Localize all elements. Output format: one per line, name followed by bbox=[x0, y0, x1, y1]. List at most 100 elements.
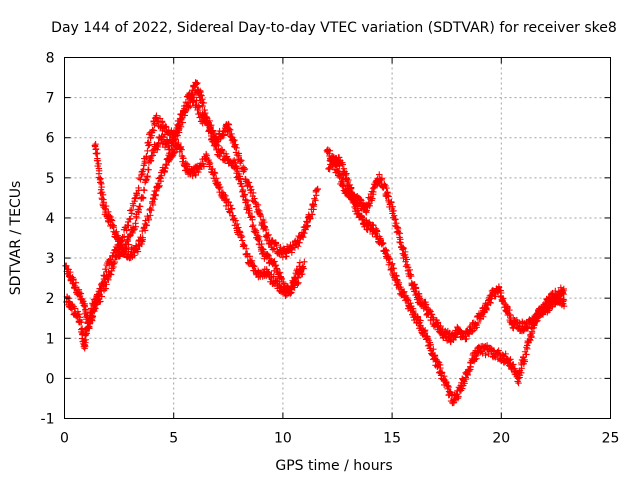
data-point bbox=[145, 142, 152, 149]
data-point bbox=[350, 191, 358, 199]
series-sat-track-4 bbox=[323, 146, 567, 346]
data-point bbox=[251, 195, 258, 202]
data-point bbox=[130, 226, 137, 234]
data-point bbox=[200, 163, 208, 170]
y-tick-label: 3 bbox=[46, 251, 55, 267]
data-point bbox=[145, 216, 153, 224]
data-point bbox=[260, 250, 267, 257]
data-point bbox=[521, 356, 528, 364]
data-point bbox=[252, 229, 260, 236]
data-point bbox=[383, 247, 390, 254]
data-point bbox=[468, 328, 476, 336]
x-tick-label: 5 bbox=[169, 431, 178, 447]
data-point bbox=[295, 279, 302, 287]
data-point bbox=[243, 197, 250, 205]
data-point bbox=[502, 350, 509, 358]
data-point bbox=[174, 132, 181, 139]
data-point bbox=[430, 345, 437, 353]
data-point bbox=[296, 259, 304, 266]
data-point bbox=[199, 111, 206, 118]
data-point bbox=[103, 281, 110, 288]
data-point bbox=[152, 191, 159, 198]
data-point bbox=[231, 159, 239, 166]
data-point bbox=[294, 268, 302, 276]
data-point bbox=[127, 207, 134, 214]
data-point bbox=[220, 191, 228, 198]
data-point bbox=[250, 221, 257, 229]
data-point bbox=[531, 321, 538, 329]
data-point bbox=[335, 154, 343, 161]
data-point bbox=[400, 288, 407, 296]
data-point bbox=[94, 149, 101, 157]
data-point bbox=[117, 239, 124, 246]
data-point bbox=[87, 313, 95, 321]
data-point bbox=[141, 187, 148, 194]
data-point bbox=[296, 239, 303, 246]
data-point bbox=[300, 265, 307, 272]
data-point bbox=[258, 240, 265, 248]
data-point bbox=[211, 169, 218, 176]
data-point bbox=[143, 154, 150, 161]
data-point bbox=[307, 215, 314, 222]
data-point bbox=[237, 158, 244, 165]
data-point bbox=[139, 194, 147, 202]
y-tick-label: 0 bbox=[46, 371, 55, 387]
data-point bbox=[133, 214, 140, 222]
data-point bbox=[483, 304, 490, 312]
data-point bbox=[383, 184, 390, 192]
data-point bbox=[150, 127, 157, 134]
data-point bbox=[340, 180, 347, 188]
data-point bbox=[93, 150, 100, 158]
data-point bbox=[534, 317, 541, 324]
data-point bbox=[495, 284, 503, 291]
data-point bbox=[105, 208, 112, 216]
data-point bbox=[455, 393, 462, 400]
data-point bbox=[395, 279, 403, 287]
series-sat-track-5 bbox=[325, 154, 568, 407]
data-point bbox=[139, 234, 146, 241]
data-point bbox=[200, 99, 207, 107]
data-point bbox=[385, 255, 392, 262]
data-point bbox=[125, 222, 132, 229]
data-point bbox=[414, 314, 422, 321]
data-point bbox=[310, 201, 318, 208]
data-point bbox=[474, 319, 482, 327]
data-point bbox=[236, 175, 243, 183]
data-point bbox=[148, 207, 155, 214]
data-point bbox=[382, 246, 389, 254]
data-point bbox=[110, 263, 117, 271]
data-point bbox=[390, 265, 397, 272]
data-point bbox=[116, 253, 123, 260]
data-point bbox=[141, 158, 149, 165]
x-tick-label: 20 bbox=[492, 431, 510, 447]
data-point bbox=[137, 176, 144, 183]
data-point bbox=[125, 241, 132, 248]
data-point bbox=[178, 146, 185, 153]
data-point bbox=[249, 216, 256, 223]
data-point bbox=[363, 207, 370, 214]
data-point bbox=[225, 120, 232, 128]
data-point bbox=[199, 160, 207, 167]
data-point bbox=[177, 145, 184, 152]
data-point bbox=[239, 237, 246, 244]
data-point bbox=[265, 231, 272, 239]
data-point bbox=[437, 322, 444, 330]
data-point bbox=[190, 94, 198, 101]
data-point bbox=[386, 256, 394, 263]
data-point bbox=[223, 153, 231, 160]
data-point bbox=[301, 229, 308, 237]
data-point bbox=[165, 126, 172, 134]
data-point bbox=[193, 97, 200, 104]
data-point bbox=[155, 183, 163, 191]
data-point bbox=[557, 292, 565, 300]
data-point bbox=[311, 195, 318, 202]
data-point bbox=[238, 183, 246, 190]
data-point bbox=[354, 207, 362, 214]
data-point bbox=[72, 279, 80, 286]
data-point bbox=[426, 307, 434, 314]
data-point bbox=[194, 79, 201, 87]
data-point bbox=[430, 315, 437, 323]
data-point bbox=[288, 245, 296, 253]
data-point bbox=[100, 199, 107, 206]
data-point bbox=[213, 175, 220, 182]
